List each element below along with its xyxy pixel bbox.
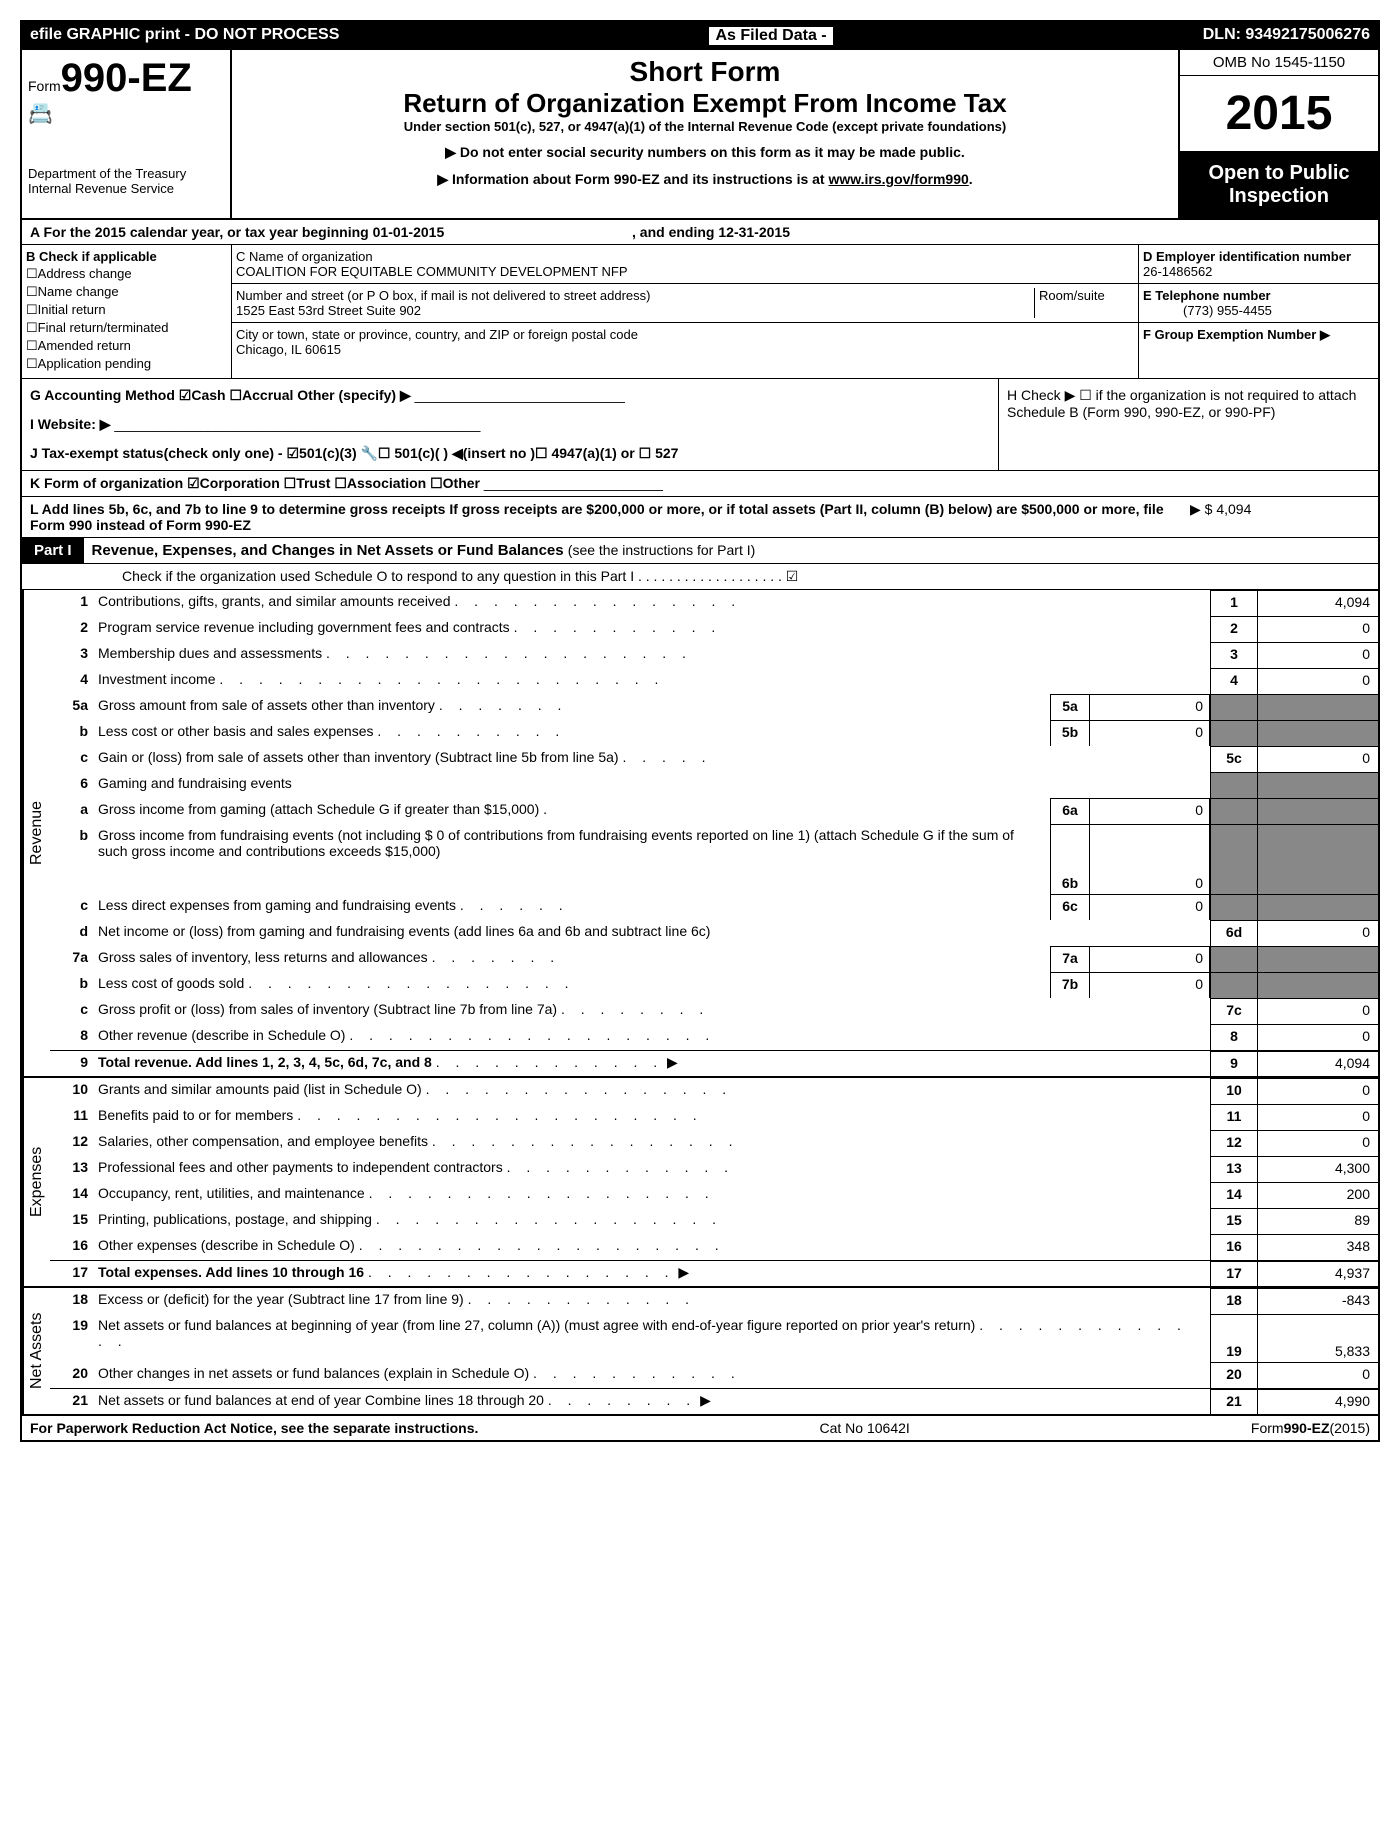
chk-amended[interactable]: ☐Amended return (26, 338, 227, 354)
room-label: Room/suite (1034, 288, 1134, 318)
city-label: City or town, state or province, country… (236, 327, 1134, 342)
chk-name[interactable]: ☐Name change (26, 284, 227, 300)
form-title: Return of Organization Exempt From Incom… (238, 88, 1172, 119)
form-number: 990-EZ (61, 56, 192, 100)
section-c: C Name of organization COALITION FOR EQU… (232, 245, 1138, 378)
section-de: D Employer identification number 26-1486… (1138, 245, 1378, 378)
d-label: D Employer identification number (1143, 249, 1351, 264)
open-public: Open to Public Inspection (1180, 152, 1378, 218)
netassets-label: Net Assets (22, 1288, 50, 1414)
f-label: F Group Exemption Number ▶ (1143, 327, 1330, 342)
revenue-label: Revenue (22, 590, 50, 1076)
section-k: K Form of organization ☑Corporation ☐Tru… (22, 471, 1378, 497)
a-pre: A For the 2015 calendar year, or tax yea… (30, 224, 373, 240)
section-g: G Accounting Method ☑Cash ☐Accrual Other… (22, 379, 998, 470)
org-name: COALITION FOR EQUITABLE COMMUNITY DEVELO… (236, 264, 1134, 279)
a-mid: , and ending (632, 224, 718, 240)
netassets-section: Net Assets 18Excess or (deficit) for the… (22, 1286, 1378, 1416)
tax-year: 2015 (1180, 76, 1378, 152)
part1-title: Revenue, Expenses, and Changes in Net As… (84, 538, 764, 563)
b-title: B Check if applicable (26, 249, 157, 264)
note2-pre: ▶ Information about Form 990-EZ and its … (437, 171, 828, 187)
chk-pending[interactable]: ☐Application pending (26, 356, 227, 372)
chk-final[interactable]: ☐Final return/terminated (26, 320, 227, 336)
section-h: H Check ▶ ☐ if the organization is not r… (998, 379, 1378, 470)
bcde-row: B Check if applicable ☐Address change ☐N… (22, 245, 1378, 379)
efile-text: efile GRAPHIC print - DO NOT PROCESS (30, 26, 339, 46)
gh-row: G Accounting Method ☑Cash ☐Accrual Other… (22, 379, 1378, 471)
k-text: K Form of organization ☑Corporation ☐Tru… (30, 475, 480, 491)
footer-right: Form990-EZ(2015) (1251, 1420, 1370, 1436)
section-a: A For the 2015 calendar year, or tax yea… (22, 220, 1378, 245)
city: Chicago, IL 60615 (236, 342, 1134, 357)
dln: DLN: 93492175006276 (1203, 26, 1370, 46)
header-section: Form990-EZ 📇 Department of the Treasury … (22, 50, 1378, 220)
phone: (773) 955-4455 (1143, 303, 1272, 318)
top-bar: efile GRAPHIC print - DO NOT PROCESS As … (22, 22, 1378, 50)
note2: ▶ Information about Form 990-EZ and its … (238, 171, 1172, 188)
header-center: Short Form Return of Organization Exempt… (232, 50, 1178, 218)
street-label: Number and street (or P O box, if mail i… (236, 288, 1034, 303)
l-text: L Add lines 5b, 6c, and 7b to line 9 to … (30, 501, 1164, 533)
part1-label: Part I (22, 538, 84, 563)
chk-address[interactable]: ☐Address change (26, 266, 227, 282)
footer: For Paperwork Reduction Act Notice, see … (22, 1416, 1378, 1440)
note1: ▶ Do not enter social security numbers o… (238, 144, 1172, 161)
expenses-section: Expenses 10Grants and similar amounts pa… (22, 1076, 1378, 1286)
website: I Website: ▶ (30, 416, 111, 432)
section-l: L Add lines 5b, 6c, and 7b to line 9 to … (22, 497, 1378, 538)
l-val: ▶ $ 4,094 (1190, 501, 1370, 533)
omb: OMB No 1545-1150 (1180, 50, 1378, 76)
irs-link[interactable]: www.irs.gov/form990 (828, 171, 968, 187)
as-filed-box: As Filed Data - (708, 26, 833, 46)
subtitle: Under section 501(c), 527, or 4947(a)(1)… (238, 119, 1172, 134)
irs: Internal Revenue Service (28, 181, 224, 196)
c-name-label: C Name of organization (236, 249, 1134, 264)
part1-header: Part I Revenue, Expenses, and Changes in… (22, 538, 1378, 564)
footer-left: For Paperwork Reduction Act Notice, see … (30, 1420, 478, 1436)
h-text: H Check ▶ ☐ if the organization is not r… (1007, 387, 1356, 420)
e-label: E Telephone number (1143, 288, 1271, 303)
tax-status: J Tax-exempt status(check only one) - ☑5… (30, 445, 678, 461)
a-begin: 01-01-2015 (373, 224, 445, 240)
short-form: Short Form (238, 56, 1172, 88)
form-prefix: Form (28, 78, 61, 94)
accounting: G Accounting Method ☑Cash ☐Accrual Other… (30, 387, 411, 403)
revenue-section: Revenue 1Contributions, gifts, grants, a… (22, 590, 1378, 1076)
footer-mid: Cat No 10642I (820, 1420, 910, 1436)
form-container: efile GRAPHIC print - DO NOT PROCESS As … (20, 20, 1380, 1442)
dept: Department of the Treasury (28, 166, 224, 181)
expenses-label: Expenses (22, 1078, 50, 1286)
header-left: Form990-EZ 📇 Department of the Treasury … (22, 50, 232, 218)
chk-initial[interactable]: ☐Initial return (26, 302, 227, 318)
street: 1525 East 53rd Street Suite 902 (236, 303, 1034, 318)
a-end: 12-31-2015 (718, 224, 790, 240)
section-b: B Check if applicable ☐Address change ☐N… (22, 245, 232, 378)
header-right: OMB No 1545-1150 2015 Open to Public Ins… (1178, 50, 1378, 218)
ein: 26-1486562 (1143, 264, 1212, 279)
part1-check: Check if the organization used Schedule … (22, 564, 1378, 590)
